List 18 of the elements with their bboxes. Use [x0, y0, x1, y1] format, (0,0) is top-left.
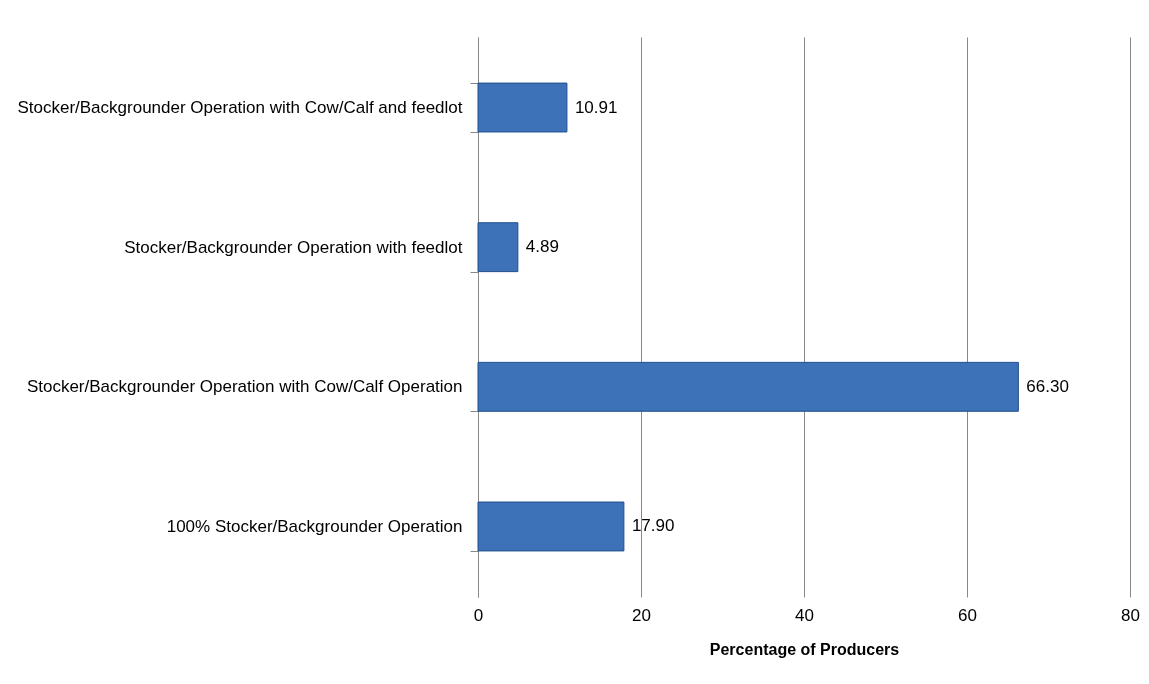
- x-tick-label: 60: [958, 605, 977, 625]
- data-label: 10.91: [574, 97, 618, 117]
- data-label: 4.89: [525, 237, 559, 257]
- x-tick-label: 40: [795, 605, 814, 625]
- y-tick-label: Stocker/Backgrounder Operation with Cow/Calf and feedlot: [17, 98, 463, 118]
- data-label: 17.90: [631, 516, 675, 536]
- x-tick-label: 80: [1121, 605, 1140, 625]
- x-tick-label: 0: [473, 605, 484, 625]
- y-tick-label: Stocker/Backgrounder Operation with Cow/Calf Operation: [26, 377, 463, 397]
- y-tick-label: 100% Stocker/Backgrounder Operation: [166, 516, 463, 536]
- x-tick-label: 20: [632, 605, 651, 625]
- bar: [477, 361, 1019, 412]
- data-label: 66.30: [1026, 376, 1069, 396]
- bar: [477, 501, 625, 552]
- bar: [477, 82, 568, 133]
- bar: [477, 222, 519, 273]
- y-tick-label: Stocker/Backgrounder Operation with feedlot: [124, 237, 463, 257]
- x-axis-title: Percentage of Producers: [709, 640, 900, 658]
